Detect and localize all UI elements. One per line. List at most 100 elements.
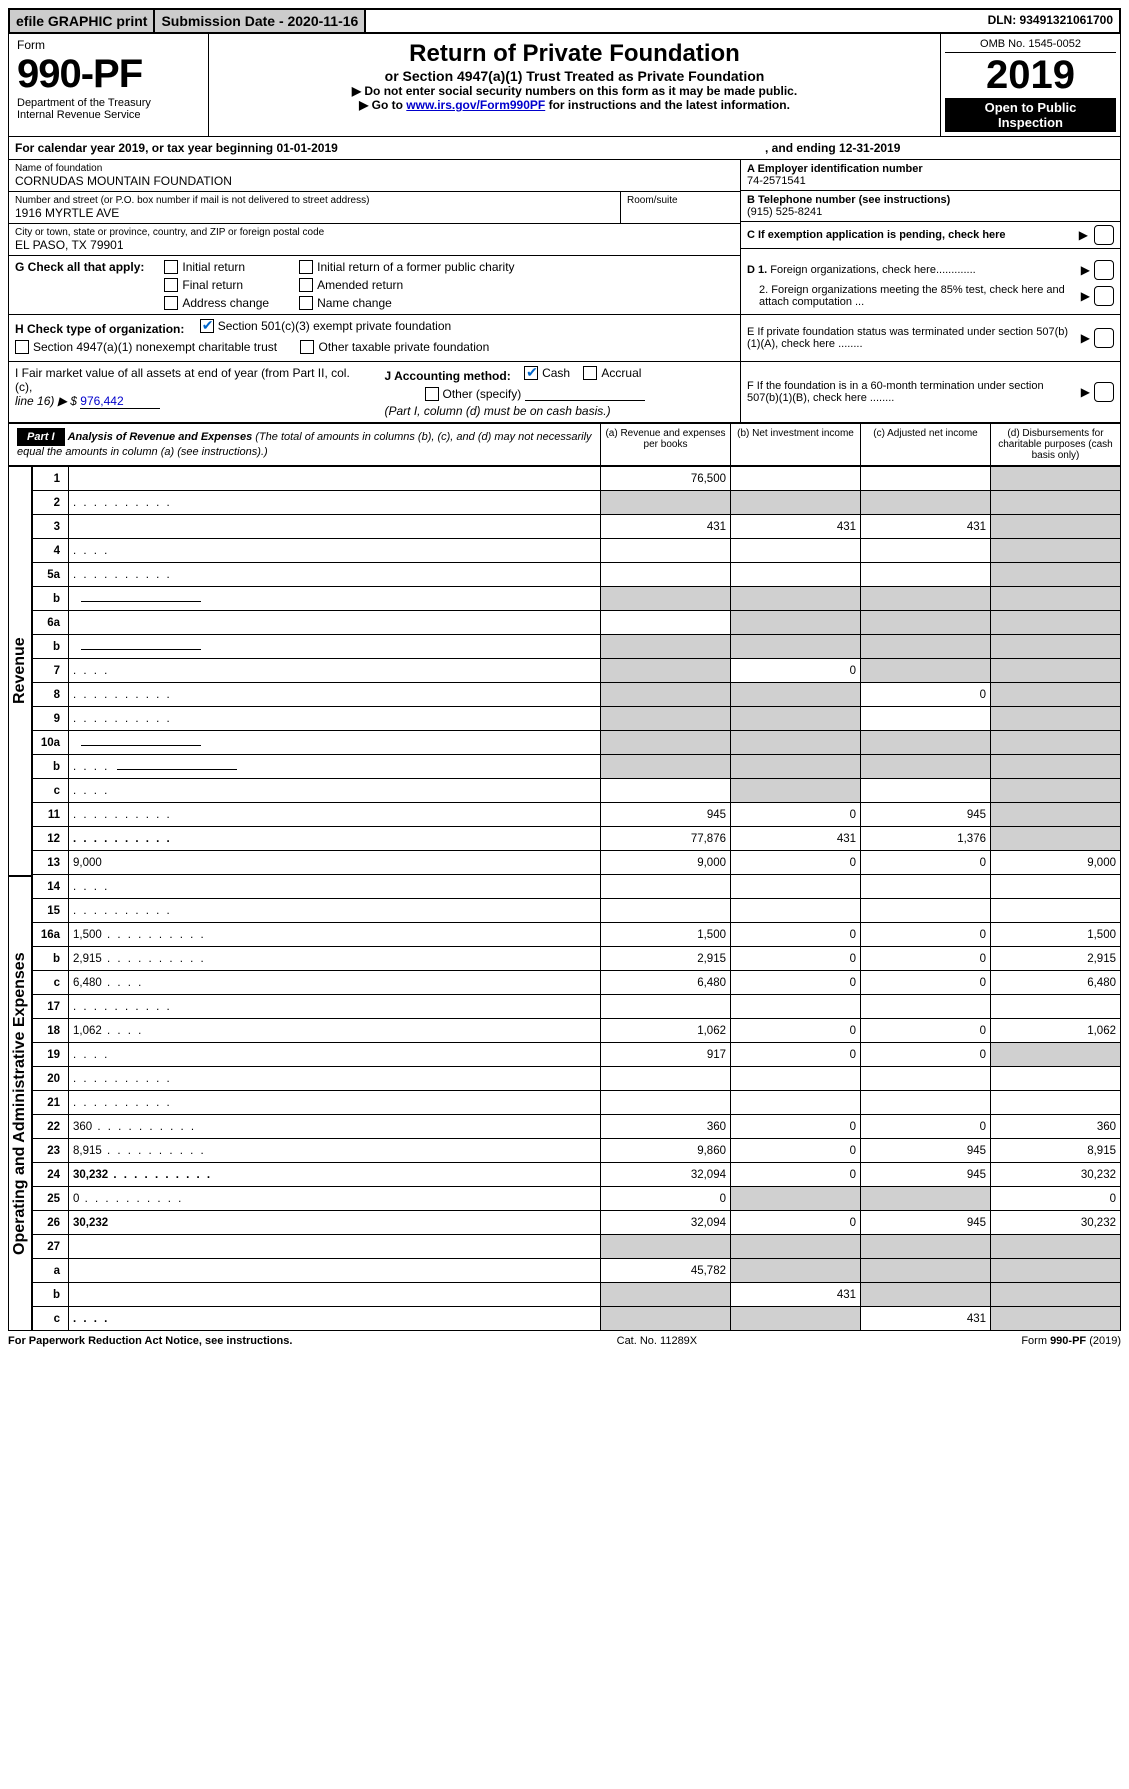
- cell-c: [861, 1283, 991, 1307]
- h-other-taxable[interactable]: Other taxable private foundation: [300, 340, 489, 354]
- cell-a: [601, 899, 731, 923]
- row-description: [69, 1235, 601, 1259]
- open-public-badge: Open to Public Inspection: [945, 98, 1116, 132]
- g-name-change[interactable]: Name change: [299, 296, 514, 310]
- cell-b: 0: [731, 1019, 861, 1043]
- instr-post: for instructions and the latest informat…: [549, 98, 790, 112]
- g-final-return[interactable]: Final return: [164, 278, 269, 292]
- row-number: 6a: [33, 611, 69, 635]
- arrow-icon: ▶: [1081, 331, 1090, 345]
- cell-c: 0: [861, 851, 991, 875]
- j-other[interactable]: Other (specify): [425, 387, 522, 401]
- table-row: 181,0621,062001,062: [33, 1019, 1121, 1043]
- cell-d: [991, 1091, 1121, 1115]
- instruction-ssn: ▶ Do not enter social security numbers o…: [217, 84, 932, 98]
- efile-print-button[interactable]: efile GRAPHIC print: [10, 10, 155, 32]
- g-address-change[interactable]: Address change: [164, 296, 269, 310]
- cell-c: [861, 635, 991, 659]
- cell-a: [601, 1067, 731, 1091]
- cell-a: [601, 707, 731, 731]
- table-row: 80: [33, 683, 1121, 707]
- tax-year: 2019: [945, 53, 1116, 98]
- cell-b: 0: [731, 1115, 861, 1139]
- cell-b: [731, 467, 861, 491]
- cell-d: [991, 659, 1121, 683]
- cell-d: 0: [991, 1187, 1121, 1211]
- table-row: 2236036000360: [33, 1115, 1121, 1139]
- cell-b: [731, 563, 861, 587]
- table-row: b: [33, 755, 1121, 779]
- table-row: 10a: [33, 731, 1121, 755]
- j-cash[interactable]: Cash: [524, 366, 570, 380]
- cell-d: [991, 611, 1121, 635]
- cell-a: 945: [601, 803, 731, 827]
- j-note: (Part I, column (d) must be on cash basi…: [385, 404, 735, 418]
- table-row: 16a1,5001,500001,500: [33, 923, 1121, 947]
- cell-b: [731, 491, 861, 515]
- row-description: [69, 1307, 601, 1331]
- cell-a: [601, 611, 731, 635]
- col-a-header: (a) Revenue and expenses per books: [600, 424, 730, 465]
- cell-b: [731, 635, 861, 659]
- table-row: 17: [33, 995, 1121, 1019]
- table-row: b431: [33, 1283, 1121, 1307]
- cell-a: [601, 779, 731, 803]
- d2-checkbox[interactable]: [1094, 286, 1114, 306]
- row-number: c: [33, 779, 69, 803]
- cell-b: 0: [731, 851, 861, 875]
- cell-c: 431: [861, 515, 991, 539]
- d2-label: 2. Foreign organizations meeting the 85%…: [747, 284, 1077, 308]
- cell-b: 0: [731, 803, 861, 827]
- cell-b: [731, 539, 861, 563]
- address-value: 1916 MYRTLE AVE: [15, 206, 614, 220]
- table-row: b: [33, 635, 1121, 659]
- e-checkbox[interactable]: [1094, 328, 1114, 348]
- h-4947[interactable]: Section 4947(a)(1) nonexempt charitable …: [15, 340, 277, 354]
- cell-a: [601, 683, 731, 707]
- c-exemption-label: C If exemption application is pending, c…: [747, 229, 1073, 241]
- irs-link[interactable]: www.irs.gov/Form990PF: [406, 98, 545, 112]
- row-number: 7: [33, 659, 69, 683]
- g-initial-former[interactable]: Initial return of a former public charit…: [299, 260, 514, 274]
- cell-c: [861, 587, 991, 611]
- cell-d: 360: [991, 1115, 1121, 1139]
- cell-d: 2,915: [991, 947, 1121, 971]
- table-row: b2,9152,915002,915: [33, 947, 1121, 971]
- f-checkbox[interactable]: [1094, 382, 1114, 402]
- cell-c: [861, 1091, 991, 1115]
- cell-d: [991, 827, 1121, 851]
- table-row: c6,4806,480006,480: [33, 971, 1121, 995]
- row-description: [69, 827, 601, 851]
- table-row: 119450945: [33, 803, 1121, 827]
- cell-d: [991, 515, 1121, 539]
- open-public-2: Inspection: [947, 115, 1114, 130]
- row-number: c: [33, 1307, 69, 1331]
- instruction-link-row: ▶ Go to www.irs.gov/Form990PF for instru…: [217, 98, 932, 112]
- cell-a: [601, 755, 731, 779]
- row-description: 6,480: [69, 971, 601, 995]
- cell-c: [861, 467, 991, 491]
- cell-d: [991, 875, 1121, 899]
- part1-header: Part I Analysis of Revenue and Expenses …: [8, 423, 1121, 466]
- row-description: [69, 467, 601, 491]
- arrow-icon: ▶: [1079, 228, 1088, 242]
- j-accrual[interactable]: Accrual: [583, 366, 641, 380]
- address-label: Number and street (or P.O. box number if…: [15, 195, 614, 206]
- row-description: [69, 899, 601, 923]
- cell-d: [991, 1307, 1121, 1331]
- cell-b: 0: [731, 1211, 861, 1235]
- footer-left: For Paperwork Reduction Act Notice, see …: [8, 1335, 292, 1347]
- row-description: [69, 563, 601, 587]
- cell-d: [991, 1235, 1121, 1259]
- row-number: 8: [33, 683, 69, 707]
- cell-d: [991, 731, 1121, 755]
- cell-d: [991, 491, 1121, 515]
- h-501c3[interactable]: Section 501(c)(3) exempt private foundat…: [200, 319, 451, 333]
- g-amended-return[interactable]: Amended return: [299, 278, 514, 292]
- d1-checkbox[interactable]: [1094, 260, 1114, 280]
- row-description: 8,915: [69, 1139, 601, 1163]
- cell-a: [601, 1283, 731, 1307]
- g-initial-return[interactable]: Initial return: [164, 260, 269, 274]
- cell-a: [601, 1307, 731, 1331]
- c-checkbox[interactable]: [1094, 225, 1114, 245]
